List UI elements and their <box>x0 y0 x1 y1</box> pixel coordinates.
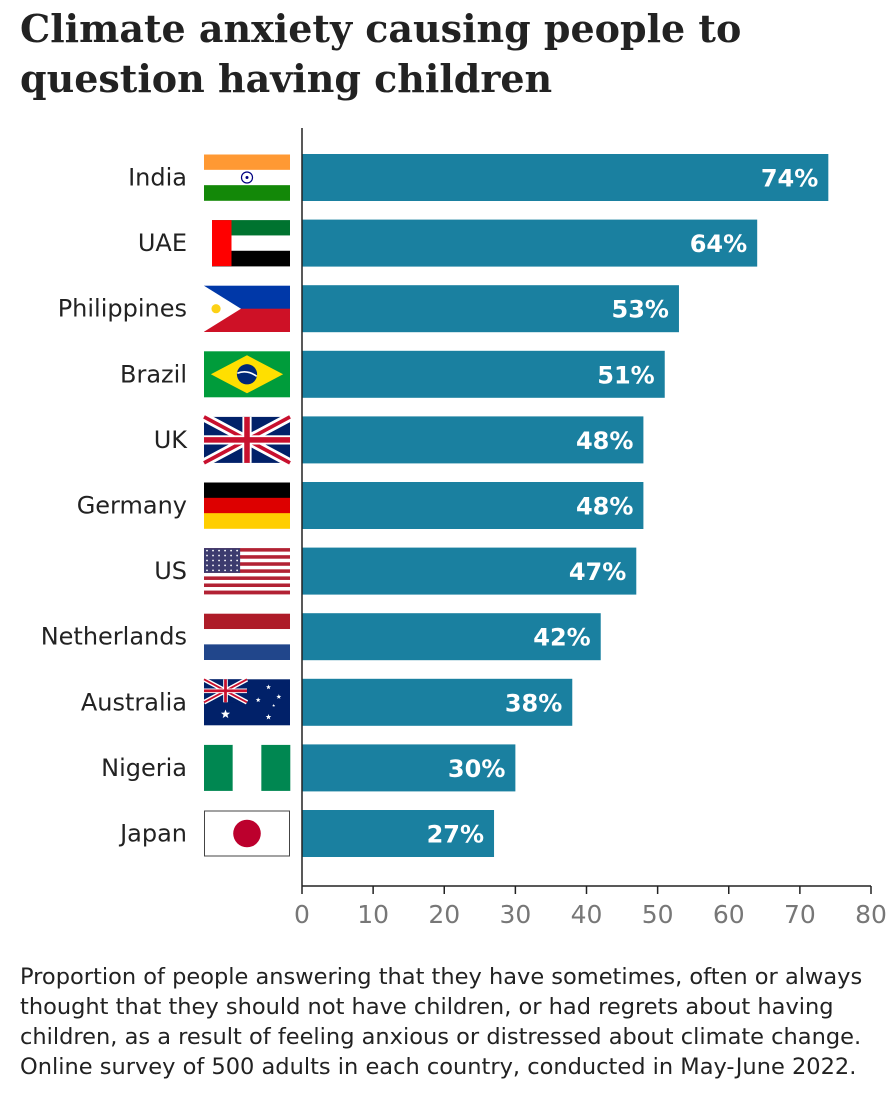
netherlands-flag-icon <box>204 613 290 660</box>
flags-group <box>201 154 293 857</box>
bar-us <box>302 547 637 595</box>
category-label-us: US <box>154 557 187 585</box>
data-label-philippines: 53% <box>612 296 669 324</box>
australia-flag-icon <box>202 677 290 726</box>
bar-brazil <box>302 350 665 398</box>
brazil-flag-icon <box>204 351 290 398</box>
data-label-japan: 27% <box>427 821 484 849</box>
data-label-netherlands: 42% <box>533 624 590 652</box>
data-label-nigeria: 30% <box>448 755 505 783</box>
us-flag-icon <box>204 548 290 595</box>
x-tick-label: 50 <box>642 900 674 929</box>
germany-flag-icon <box>204 482 290 529</box>
category-label-india: India <box>128 164 187 192</box>
bar-germany <box>302 482 644 529</box>
bar-chart: 74% 64% 53% 51% 48% 48% 47% 42% 38% 30% 27% India U… <box>41 128 887 929</box>
bar-uae <box>302 219 758 267</box>
bar-philippines <box>302 285 679 333</box>
category-label-japan: Japan <box>118 820 187 848</box>
x-tick-label: 60 <box>713 900 745 929</box>
uk-flag-icon <box>201 412 293 467</box>
x-tick-label: 30 <box>499 900 531 929</box>
nigeria-flag-icon <box>204 744 291 791</box>
data-label-us: 47% <box>569 558 626 586</box>
philippines-flag-icon <box>204 285 290 332</box>
data-label-brazil: 51% <box>597 361 654 389</box>
category-label-germany: Germany <box>77 492 187 520</box>
data-label-india: 74% <box>761 165 818 193</box>
bar-netherlands <box>302 613 601 661</box>
bar-australia <box>302 678 573 726</box>
bar-nigeria <box>302 744 516 792</box>
x-tick-label: 10 <box>357 900 389 929</box>
data-label-uae: 64% <box>690 230 747 258</box>
data-label-germany: 48% <box>576 493 633 521</box>
category-label-netherlands: Netherlands <box>41 623 187 651</box>
x-tick-label: 20 <box>428 900 460 929</box>
x-tick-label: 40 <box>571 900 603 929</box>
chart-note: Proportion of people answering that they… <box>20 964 863 1080</box>
japan-flag-icon <box>204 810 290 857</box>
x-tick-label: 0 <box>294 900 310 929</box>
category-label-australia: Australia <box>81 688 187 716</box>
x-tick-label: 70 <box>784 900 816 929</box>
category-label-philippines: Philippines <box>58 295 187 323</box>
x-tick-label: 80 <box>855 900 887 929</box>
data-label-australia: 38% <box>505 689 562 717</box>
chart-title: Climate anxiety causing people to questi… <box>20 6 742 101</box>
india-flag-icon <box>204 154 290 201</box>
bar-japan <box>302 810 495 857</box>
bars-group: 74% 64% 53% 51% 48% 48% 47% 42% 38% 30% 27% <box>302 154 829 857</box>
category-label-nigeria: Nigeria <box>101 754 187 782</box>
axes-group: India UAE Philippines Brazil UK Germany US Neth… <box>41 128 887 929</box>
category-label-uae: UAE <box>138 229 187 257</box>
uae-flag-icon <box>212 220 290 267</box>
data-label-uk: 48% <box>576 427 633 455</box>
category-label-uk: UK <box>154 426 189 454</box>
bar-india <box>302 154 829 201</box>
category-label-brazil: Brazil <box>120 360 187 388</box>
bar-uk <box>302 416 644 464</box>
